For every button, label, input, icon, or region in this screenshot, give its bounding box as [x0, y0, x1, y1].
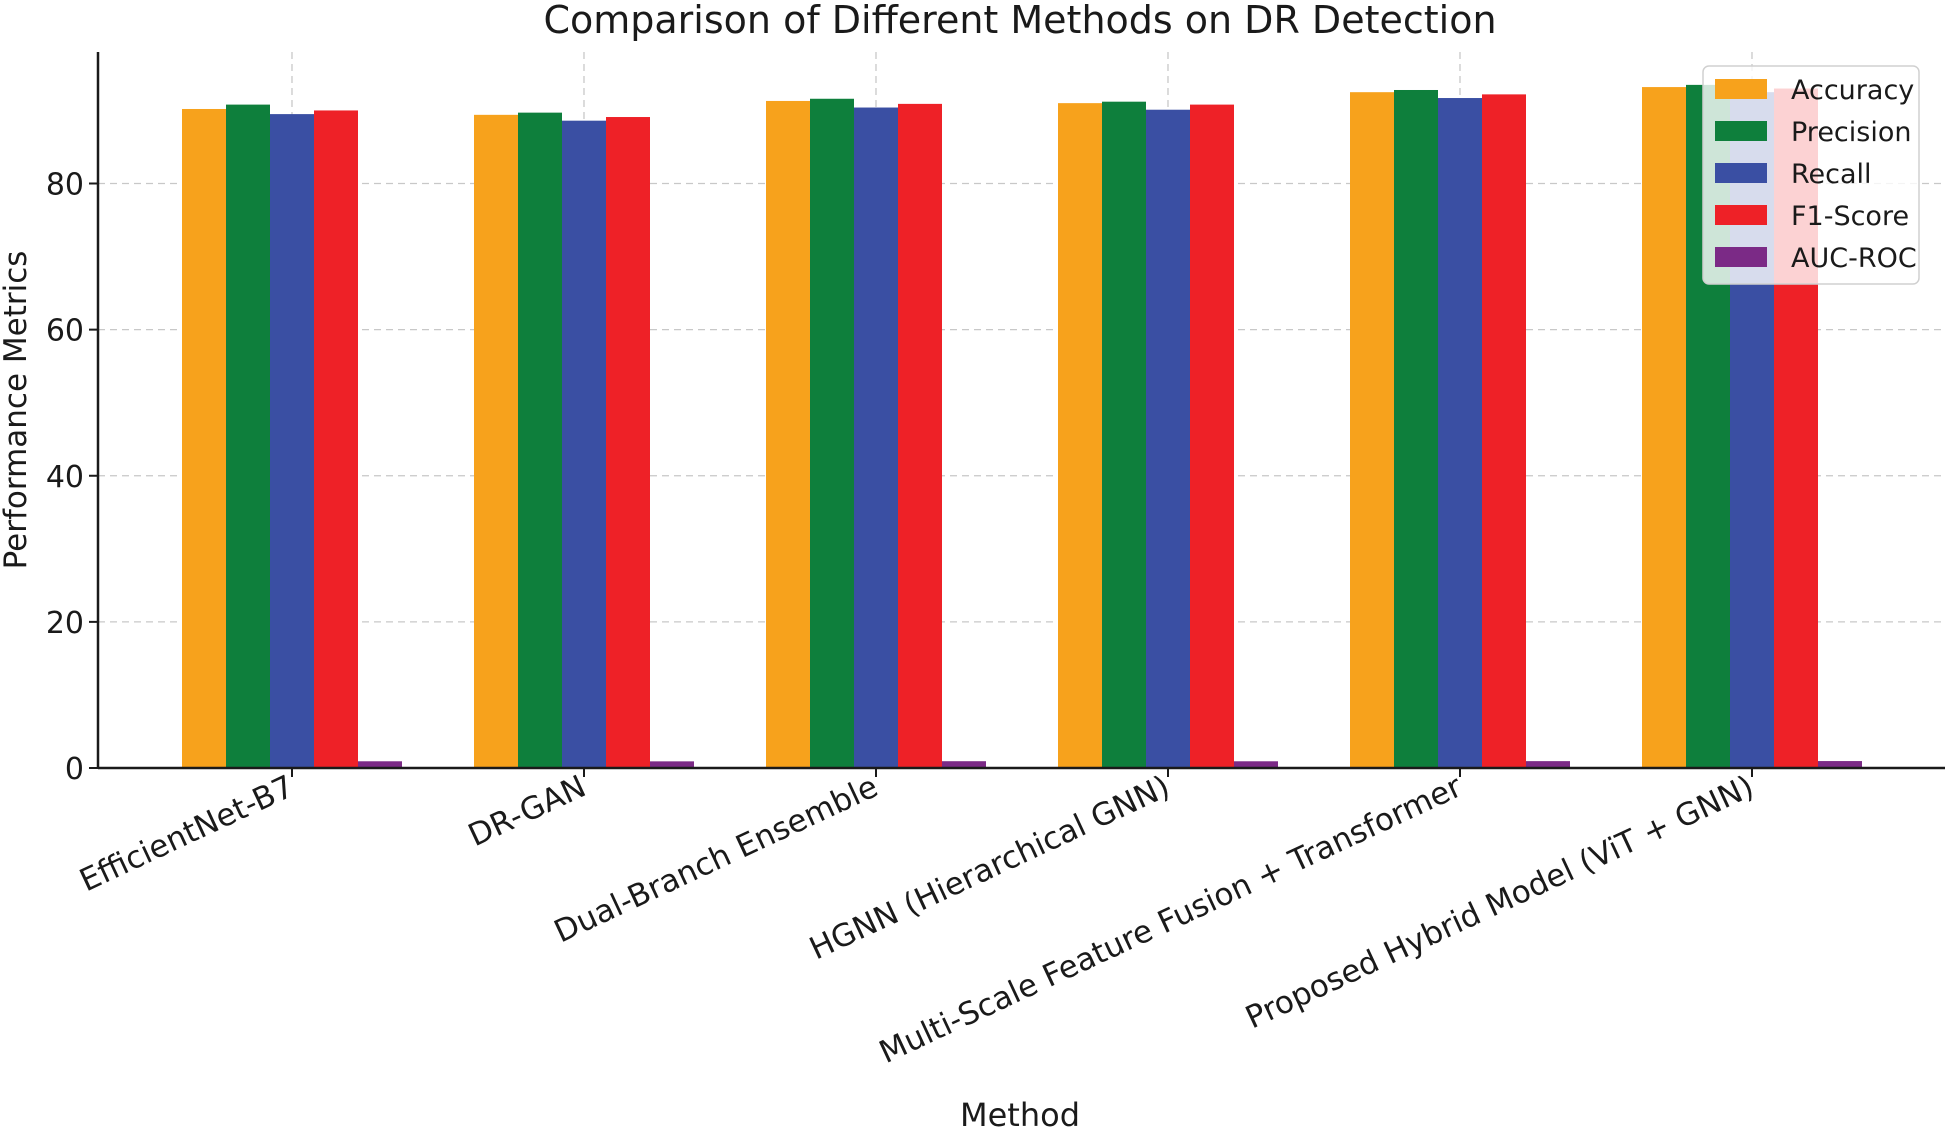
x-tick-label: EfficientNet-B7 — [74, 769, 299, 899]
bar-f1-score-1 — [606, 117, 650, 769]
bar-f1-score-3 — [1190, 104, 1234, 769]
legend-swatch — [1715, 247, 1767, 267]
y-tick-label: 40 — [46, 460, 84, 495]
bar-accuracy-0 — [182, 108, 226, 769]
x-tick-label: Multi-Scale Feature Fusion + Transformer — [874, 769, 1468, 1071]
bar-recall-1 — [562, 120, 606, 768]
bars-layer — [182, 84, 1862, 769]
legend-swatch — [1715, 121, 1767, 141]
legend-swatch — [1715, 205, 1767, 225]
bar-accuracy-1 — [474, 114, 518, 769]
bar-auc-roc-5 — [1818, 761, 1862, 768]
x-axis-label: Method — [960, 1096, 1080, 1134]
y-ticks: 0 20 40 60 80 — [46, 168, 98, 787]
bar-recall-2 — [854, 107, 898, 768]
bar-f1-score-4 — [1482, 94, 1526, 769]
y-tick-label: 80 — [46, 168, 84, 203]
bar-recall-4 — [1438, 98, 1482, 769]
y-tick-label: 20 — [46, 606, 84, 641]
legend-label: AUC-ROC — [1791, 243, 1917, 274]
bar-precision-1 — [518, 112, 562, 769]
y-tick-label: 60 — [46, 314, 84, 349]
x-tick-label: Proposed Hybrid Model (ViT + GNN) — [1240, 769, 1759, 1037]
bar-auc-roc-3 — [1234, 761, 1278, 768]
bar-precision-2 — [810, 98, 854, 769]
chart-title: Comparison of Different Methods on DR De… — [543, 0, 1496, 42]
bar-accuracy-4 — [1350, 92, 1394, 769]
bar-precision-3 — [1102, 101, 1146, 768]
bar-recall-0 — [270, 114, 314, 768]
legend-label: Accuracy — [1791, 75, 1914, 106]
legend-label: Recall — [1791, 159, 1872, 190]
bar-f1-score-2 — [898, 103, 942, 768]
bar-precision-4 — [1394, 89, 1438, 769]
y-axis-label: Performance Metrics — [0, 251, 34, 570]
legend-swatch — [1715, 79, 1767, 99]
legend-box — [1702, 65, 1920, 285]
y-tick-label: 0 — [65, 752, 84, 787]
bar-auc-roc-1 — [650, 761, 694, 768]
bar-f1-score-0 — [314, 110, 358, 769]
bar-accuracy-5 — [1642, 87, 1686, 768]
bar-recall-3 — [1146, 109, 1190, 768]
bar-precision-0 — [226, 104, 270, 769]
legend-label: Precision — [1791, 117, 1911, 148]
bar-auc-roc-4 — [1526, 761, 1570, 768]
axes-layer — [96, 52, 1945, 770]
legend-label: F1-Score — [1791, 201, 1909, 232]
legend-swatch — [1715, 163, 1767, 183]
bar-auc-roc-2 — [942, 761, 986, 768]
legend: Accuracy Precision Recall F1-Score AUC-ROC — [1702, 65, 1920, 285]
x-tick-label: DR-GAN — [463, 769, 591, 854]
bar-accuracy-2 — [766, 100, 810, 768]
bar-accuracy-3 — [1058, 103, 1102, 768]
bar-auc-roc-0 — [358, 761, 402, 768]
grid-layer — [98, 52, 1945, 768]
